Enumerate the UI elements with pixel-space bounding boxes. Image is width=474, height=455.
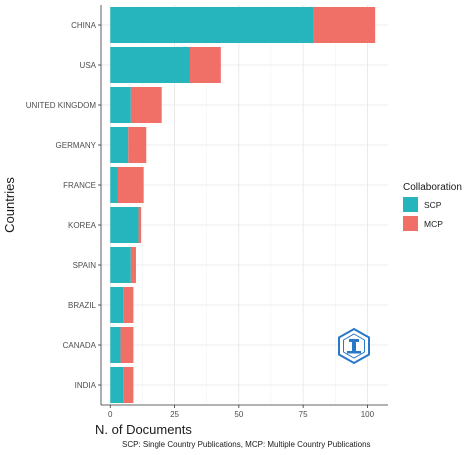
bar-scp-india bbox=[110, 367, 124, 403]
bar-scp-spain bbox=[110, 247, 131, 283]
bar-mcp-brazil bbox=[123, 287, 134, 323]
bar-scp-korea bbox=[110, 207, 139, 243]
x-tick-label: 50 bbox=[234, 410, 243, 419]
legend-label-scp: SCP bbox=[424, 200, 442, 210]
bar-mcp-united-kingdom bbox=[130, 87, 162, 123]
y-tick-label: USA bbox=[80, 61, 97, 70]
bar-mcp-france bbox=[117, 167, 144, 203]
bar-scp-united-kingdom bbox=[110, 87, 131, 123]
bars bbox=[110, 7, 376, 403]
x-tick-labels: 0 25 50 75 100 bbox=[108, 405, 375, 419]
bar-mcp-china bbox=[313, 7, 376, 43]
x-tick-label: 75 bbox=[299, 410, 308, 419]
legend-swatch-scp bbox=[403, 197, 418, 212]
hexagon-logo-icon bbox=[338, 327, 370, 365]
bar-mcp-canada bbox=[120, 327, 134, 363]
y-tick-labels: CHINA USA UNITED KINGDOM GERMANY FRANCE KOREA… bbox=[26, 21, 101, 390]
bar-mcp-usa bbox=[189, 47, 221, 83]
y-tick-label: KOREA bbox=[68, 221, 97, 230]
bar-scp-canada bbox=[110, 327, 121, 363]
x-tick-label: 100 bbox=[361, 410, 375, 419]
legend: Collaboration SCP MCP bbox=[403, 182, 462, 231]
bar-scp-china bbox=[110, 7, 314, 43]
bar-mcp-germany bbox=[128, 127, 147, 163]
legend-title: Collaboration bbox=[403, 182, 462, 193]
bar-mcp-korea bbox=[138, 207, 142, 243]
x-axis-title: N. of Documents bbox=[95, 422, 192, 437]
y-tick-label: FRANCE bbox=[63, 181, 96, 190]
y-tick-label: CHINA bbox=[71, 21, 97, 30]
y-tick-label: INDIA bbox=[75, 381, 97, 390]
y-axis-title: Countries bbox=[2, 177, 17, 233]
bar-scp-france bbox=[110, 167, 118, 203]
bar-mcp-spain bbox=[130, 247, 136, 283]
legend-swatch-mcp bbox=[403, 216, 418, 231]
bar-mcp-india bbox=[123, 367, 134, 403]
x-tick-label: 0 bbox=[108, 410, 113, 419]
legend-label-mcp: MCP bbox=[424, 219, 443, 229]
y-tick-label: CANADA bbox=[63, 341, 97, 350]
y-tick-label: UNITED KINGDOM bbox=[26, 101, 97, 110]
bar-scp-brazil bbox=[110, 287, 124, 323]
caption: SCP: Single Country Publications, MCP: M… bbox=[122, 440, 371, 449]
y-tick-label: GERMANY bbox=[56, 141, 97, 150]
y-tick-label: BRAZIL bbox=[68, 301, 97, 310]
x-tick-label: 25 bbox=[170, 410, 179, 419]
y-tick-label: SPAIN bbox=[73, 261, 97, 270]
bar-scp-usa bbox=[110, 47, 190, 83]
bar-scp-germany bbox=[110, 127, 129, 163]
